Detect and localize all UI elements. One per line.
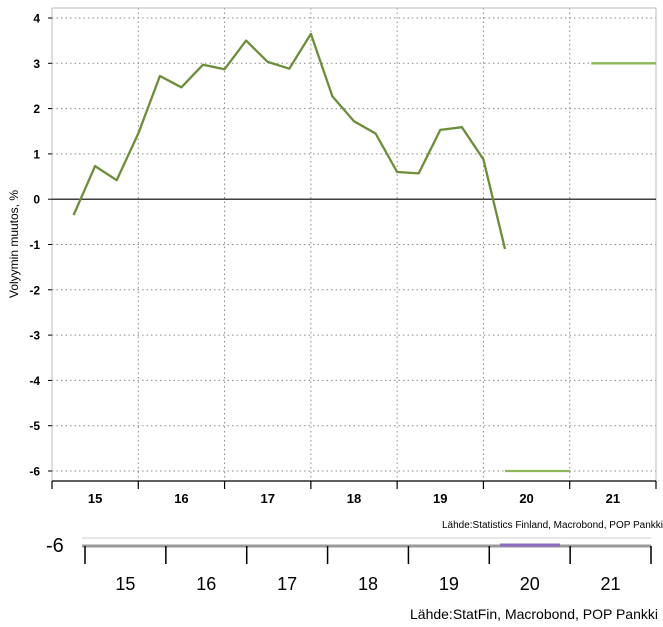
underlay-source-note: Lähde:StatFin, Macrobond, POP Pankki	[410, 606, 658, 622]
y-tick-label: 3	[33, 57, 40, 71]
x-tick-label: 16	[174, 491, 188, 506]
y-tick-label: 1	[33, 147, 40, 161]
y-tick-label: -1	[29, 238, 40, 252]
underlay-x-label: 15	[115, 574, 135, 594]
underlay-x-label: 21	[601, 574, 621, 594]
x-tick-labels: 15 16 17 18 19 20 21	[88, 491, 620, 506]
underlay-chart-fragment: 15 16 17 18 19 20 21 -6 Lähde:StatFin, Macrobond…	[0, 526, 663, 622]
x-tick-label: 15	[88, 491, 102, 506]
y-tick-label: -3	[29, 329, 40, 343]
series-group	[72, 32, 656, 473]
plot-frame	[48, 7, 657, 489]
underlay-mask	[0, 526, 663, 537]
y-tick-label: -5	[29, 419, 40, 433]
underlay-x-label: 18	[358, 574, 378, 594]
underlay-x-label: 20	[520, 574, 540, 594]
underlay-y-fragment: -6	[46, 535, 64, 557]
y-tick-label: 4	[33, 12, 40, 26]
grid-lines	[52, 8, 656, 481]
underlay-x-label: 16	[196, 574, 216, 594]
x-tick-label: 20	[519, 491, 533, 506]
underlay-x-label: 17	[277, 574, 297, 594]
underlay-x-label: 19	[439, 574, 459, 594]
y-tick-label: -2	[29, 283, 40, 297]
y-tick-label: -4	[29, 374, 40, 388]
x-tick-label: 19	[433, 491, 447, 506]
series-line	[72, 32, 507, 250]
y-tick-label: -6	[29, 465, 40, 479]
y-axis-title: Volyymin muutos, %	[7, 190, 21, 298]
x-tick-label: 18	[347, 491, 361, 506]
y-tick-label: 0	[33, 193, 40, 207]
y-tick-label: 2	[33, 102, 40, 116]
x-tick-label: 17	[260, 491, 274, 506]
source-note: Lähde:Statistics Finland, Macrobond, POP…	[442, 520, 663, 531]
y-tick-labels: 4 3 2 1 0 -1 -2 -3 -4 -5 -6	[29, 12, 40, 479]
x-tick-label: 21	[606, 491, 620, 506]
